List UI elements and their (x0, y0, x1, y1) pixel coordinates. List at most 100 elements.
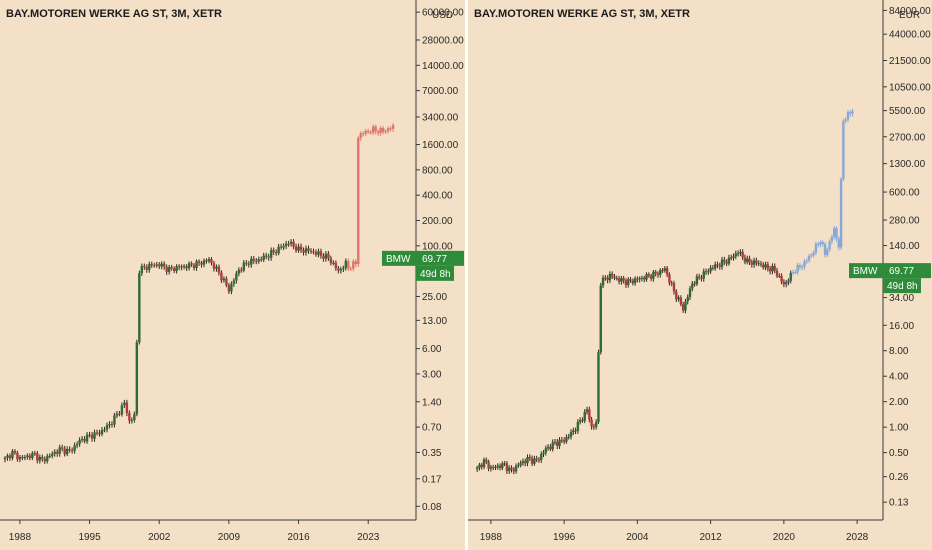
projection-candle-body (805, 260, 808, 262)
projection-candle-body (364, 130, 367, 134)
projection-candle-body (846, 112, 850, 120)
candle-body (202, 260, 206, 265)
candle-body (143, 266, 146, 268)
candle-body (588, 409, 591, 420)
candle-body (200, 262, 203, 265)
projection-candle-body (367, 130, 370, 133)
candle-body (505, 463, 509, 471)
candle-body (681, 304, 685, 311)
candle-body (778, 275, 781, 277)
candle-body (494, 467, 497, 469)
y-tick-label: 6.00 (422, 344, 442, 355)
y-tick-label: 400.00 (422, 191, 453, 202)
y-tick-label: 800.00 (422, 165, 453, 176)
projection-candle-body (810, 255, 813, 257)
candle-body (250, 258, 253, 265)
candle-body (551, 442, 554, 450)
candle-body (480, 464, 483, 467)
y-tick-label: 200.00 (422, 216, 453, 227)
price-badge-symbol: BMW (386, 254, 411, 265)
candle-body (317, 251, 320, 255)
x-tick-label: 1996 (553, 532, 576, 543)
y-tick-label: 84000.00 (889, 6, 931, 17)
candle-body (549, 446, 552, 450)
candle-body (613, 276, 616, 279)
candle-body (771, 266, 774, 272)
candle-body (314, 252, 318, 255)
candle-body (215, 266, 218, 269)
projection-candle-body (386, 128, 390, 132)
y-tick-label: 5500.00 (889, 106, 926, 117)
candle-body (235, 273, 238, 281)
y-tick-label: 28000.00 (422, 35, 464, 46)
candle-body (661, 270, 664, 272)
candle-body (512, 469, 515, 472)
y-tick-label: 100.00 (422, 241, 453, 252)
price-badge-value: 69.77 (889, 266, 914, 277)
candle-body (118, 413, 121, 415)
x-tick-label: 1988 (480, 532, 503, 543)
candle-body (299, 246, 303, 251)
candle-body (165, 266, 168, 272)
candle-body (759, 263, 763, 265)
projection-candle-body (851, 111, 854, 114)
right-chart-panel: EUR 84000.00 44000.00 21500.00 10500.00 5500.… (468, 0, 932, 550)
candle-body (599, 285, 602, 353)
candle-body (329, 258, 333, 264)
candle-body (714, 264, 717, 269)
candle-body (128, 413, 131, 421)
candle-body (679, 297, 683, 305)
candle-body (212, 263, 216, 269)
candle-body (629, 279, 632, 281)
candle-body (636, 278, 639, 280)
y-tick-label: 0.13 (889, 498, 909, 509)
candle-body (65, 449, 69, 455)
y-tick-label: 600.00 (889, 188, 920, 199)
y-tick-label: 1.00 (889, 423, 909, 434)
candle-body (294, 246, 298, 251)
candle-body (478, 464, 481, 468)
candle-body (528, 456, 531, 459)
candle-body (85, 434, 89, 442)
candle-body (324, 253, 328, 259)
projection-candle-body (384, 131, 387, 133)
countdown-badge-text: 49d 8h (420, 269, 451, 280)
y-tick-label: 140.00 (889, 241, 920, 252)
projection-candle-body (812, 252, 815, 256)
candle-body (232, 280, 236, 284)
left-chart-title: BAY.MOTOREN WERKE AG ST, 3M, XETR (6, 8, 222, 20)
candle-body (98, 432, 101, 435)
candle-body (245, 262, 248, 264)
candle-body (503, 463, 506, 465)
candle-body (768, 268, 772, 272)
panel-divider[interactable] (465, 0, 468, 550)
candle-body (207, 259, 211, 262)
projection-candle-body (837, 238, 840, 248)
candle-body (334, 262, 338, 269)
projection-candle-body (381, 127, 385, 132)
candle-body (743, 257, 747, 263)
x-tick-label: 1988 (9, 532, 32, 543)
candle-body (585, 409, 589, 412)
projection-candle-body (357, 137, 360, 265)
candle-body (222, 278, 226, 281)
candle-body (730, 257, 733, 259)
projection-candle-body (391, 125, 395, 129)
candle-body (686, 296, 689, 302)
candle-body (284, 243, 288, 247)
projection-candle-body (817, 243, 820, 245)
candle-body (510, 467, 513, 470)
candle-body (684, 301, 687, 311)
candle-body (693, 283, 696, 285)
y-tick-label: 2700.00 (889, 132, 926, 143)
y-tick-label: 16.00 (889, 321, 914, 332)
candle-body (41, 456, 44, 459)
candle-body (38, 456, 42, 461)
candle-body (652, 271, 655, 279)
candle-body (13, 450, 17, 453)
candle-body (225, 278, 228, 286)
candle-body (247, 263, 250, 265)
candle-body (187, 263, 191, 269)
candle-body (123, 402, 126, 406)
